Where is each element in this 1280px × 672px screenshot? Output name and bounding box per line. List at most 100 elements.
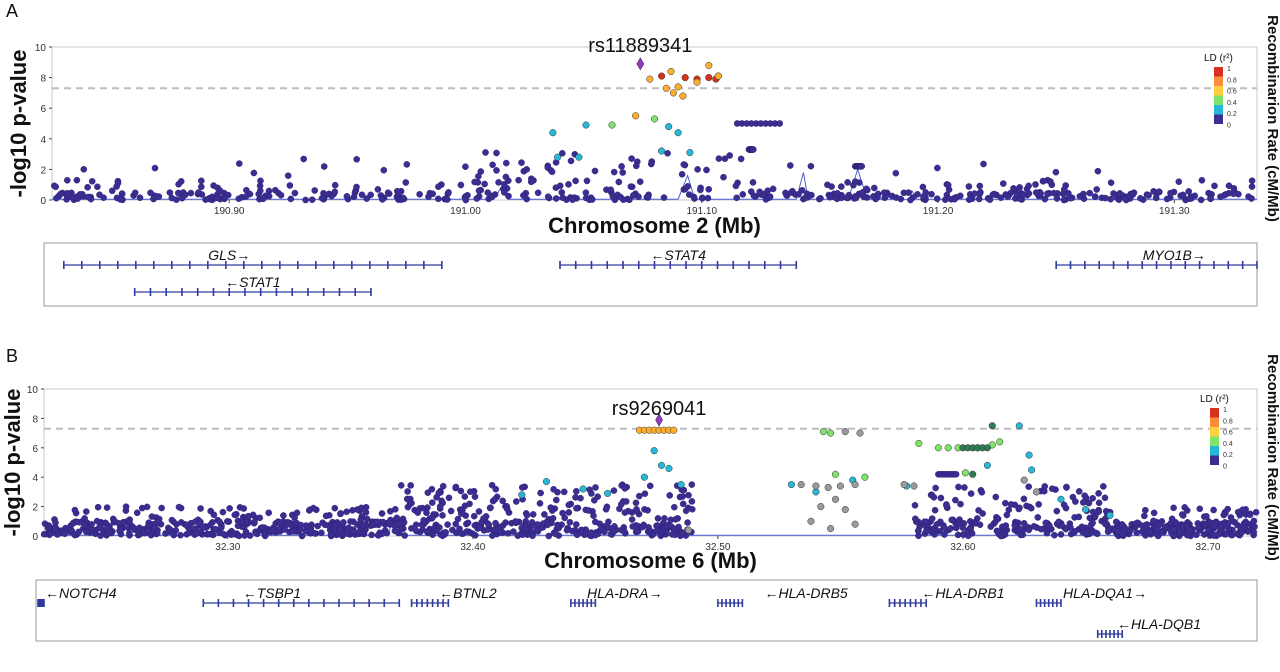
gene-exon (292, 599, 295, 607)
background-point (787, 162, 794, 169)
gene-exon (582, 599, 584, 607)
background-point (321, 521, 329, 529)
background-point (644, 506, 651, 514)
ld-point-cyan (1028, 466, 1036, 474)
y-tick-label: 6 (32, 444, 38, 455)
background-point (915, 527, 922, 535)
ld-legend-swatch (1210, 408, 1219, 418)
background-point (1210, 532, 1218, 539)
background-point (559, 194, 567, 201)
ld-point-grey (841, 505, 849, 514)
y-tick-label: 2 (40, 165, 46, 176)
gene-exon (578, 599, 580, 607)
y-tick-label: 4 (40, 135, 46, 146)
background-point (672, 516, 679, 523)
gene-track (43, 242, 1258, 307)
background-point (493, 167, 500, 174)
gene-exon (308, 599, 310, 607)
background-point (1061, 186, 1068, 193)
background-point (1019, 191, 1027, 198)
background-point (552, 530, 559, 538)
gene-exon (259, 288, 262, 296)
background-point (97, 532, 104, 540)
background-point (150, 195, 157, 202)
gene-exon (741, 599, 744, 607)
gene-exon (291, 288, 294, 296)
background-point (548, 168, 556, 176)
background-point (274, 526, 282, 534)
gene-exon (442, 599, 444, 607)
background-point (1197, 196, 1205, 204)
gene-exon (323, 599, 325, 607)
background-point (1102, 194, 1109, 202)
background-point (952, 496, 959, 504)
gene-exon (717, 599, 719, 607)
background-point (585, 507, 593, 514)
gene-label: ←STAT1 (225, 274, 281, 290)
ld-point-darkgreen (983, 444, 991, 452)
background-point (1060, 196, 1068, 204)
background-point (244, 513, 252, 520)
background-point (572, 494, 579, 501)
background-point (69, 194, 77, 202)
background-point (452, 484, 459, 492)
background-point (1193, 531, 1200, 539)
background-point (640, 521, 647, 529)
background-point (1067, 194, 1074, 202)
background-point (1094, 167, 1102, 175)
background-point (473, 195, 481, 202)
gene-label: GLS→ (208, 247, 250, 263)
gene-exon (423, 261, 425, 269)
background-point (1091, 193, 1099, 200)
background-point (136, 524, 143, 532)
background-point (378, 510, 386, 517)
ld-legend-swatch (1210, 417, 1219, 427)
background-point (1156, 188, 1163, 196)
background-point (534, 189, 542, 197)
background-point (592, 531, 599, 539)
gene-exon (228, 288, 231, 296)
background-point (1251, 523, 1258, 531)
ld-point-green (827, 429, 835, 437)
background-point (108, 187, 116, 195)
background-point (513, 498, 520, 505)
background-point (670, 525, 678, 533)
background-point (1016, 184, 1023, 191)
ld-point-cyan (657, 461, 666, 469)
background-point (379, 518, 387, 526)
ld-point-green (608, 121, 616, 129)
background-point (618, 500, 625, 508)
ld-point-grey (910, 482, 918, 490)
background-point (1041, 195, 1049, 203)
gene-exon (398, 599, 401, 607)
background-point (610, 528, 618, 535)
ld-point-cyan (554, 153, 562, 161)
background-point (1060, 501, 1068, 509)
ld-legend-title: LD (r²) (1200, 394, 1229, 405)
background-point (220, 194, 228, 201)
gene-label: HLA-DQA1→ (1063, 585, 1147, 601)
gene-exon (307, 288, 309, 296)
background-point (130, 524, 137, 532)
background-point (529, 532, 536, 540)
x-axis-label: Chromosome 2 (Mb) (548, 213, 761, 238)
background-point (277, 191, 285, 199)
ld-point-orange (662, 84, 670, 92)
background-point (678, 170, 686, 178)
background-point (1162, 523, 1169, 531)
background-point (544, 193, 552, 200)
gene-exon (1198, 261, 1201, 269)
background-point (559, 149, 566, 157)
background-point (367, 191, 375, 199)
background-point (1039, 177, 1047, 185)
ld-legend-swatch (1214, 86, 1223, 96)
gene-exon (888, 599, 891, 607)
ld-legend-swatch (1214, 76, 1223, 86)
background-point (914, 190, 921, 198)
gene-exon (1051, 599, 1054, 607)
background-point (115, 520, 123, 527)
background-point (1220, 511, 1228, 519)
background-point (167, 526, 174, 534)
background-point (688, 481, 696, 488)
background-point (1142, 522, 1150, 529)
